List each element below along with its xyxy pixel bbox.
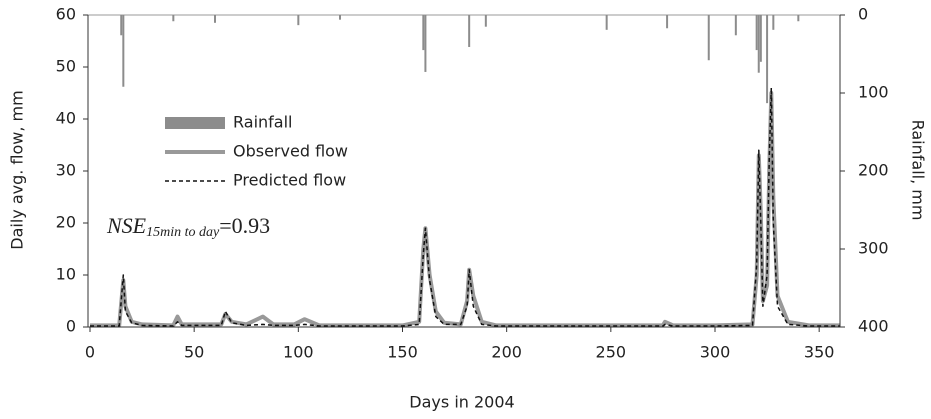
legend-swatch [165,117,225,129]
annotation-value: =0.93 [219,213,270,238]
y-tick-label: 20 [56,213,76,232]
rain-bar [755,15,758,51]
x-axis-title: Days in 2004 [409,393,514,412]
annotation-subscript: 15min to day [146,225,220,240]
y2-tick-label: 300 [858,239,889,258]
rain-bar [424,15,427,72]
rain-bar [797,15,800,22]
x-tick-label: 150 [387,343,418,362]
rain-bar [422,15,425,51]
rain-bar [734,15,737,36]
legend-label: Rainfall [233,113,292,132]
x-tick-label: 300 [700,343,731,362]
rain-bar [605,15,608,30]
annotation: NSE15min to day=0.93 [106,213,270,240]
y2-tick-label: 0 [858,5,868,24]
rain-bar [297,15,300,26]
annotation-name: NSE [106,213,147,238]
x-tick-label: 350 [804,343,835,362]
rain-bar [172,15,175,22]
rain-bar [122,15,125,87]
rain-bar [707,15,710,61]
legend-label: Predicted flow [233,171,346,190]
rain-bar [120,15,123,36]
rain-bar [468,15,471,47]
y-tick-label: 0 [66,317,76,336]
y-tick-label: 30 [56,161,76,180]
x-tick-label: 250 [596,343,627,362]
y2-axis-title: Rainfall, mm [909,120,928,221]
y-axis-title: Daily avg. flow, mm [8,90,27,249]
x-tick-label: 0 [85,343,95,362]
y-tick-label: 40 [56,109,76,128]
rain-bar [666,15,669,29]
legend-label: Observed flow [233,142,348,161]
flow-line [90,87,840,327]
y2-tick-label: 200 [858,161,889,180]
rain-bar [772,15,775,30]
y-tick-label: 50 [56,57,76,76]
y-tick-label: 10 [56,265,76,284]
rain-bar [759,15,762,62]
y2-tick-label: 100 [858,83,889,102]
rain-bar [484,15,487,27]
x-tick-label: 50 [184,343,204,362]
x-tick-label: 100 [283,343,314,362]
y-tick-label: 60 [56,5,76,24]
x-tick-label: 200 [491,343,522,362]
rain-bar [757,15,760,73]
rain-bar [339,15,341,20]
rain-bar [766,15,769,104]
rain-bar [214,15,216,23]
y2-tick-label: 400 [858,317,889,336]
